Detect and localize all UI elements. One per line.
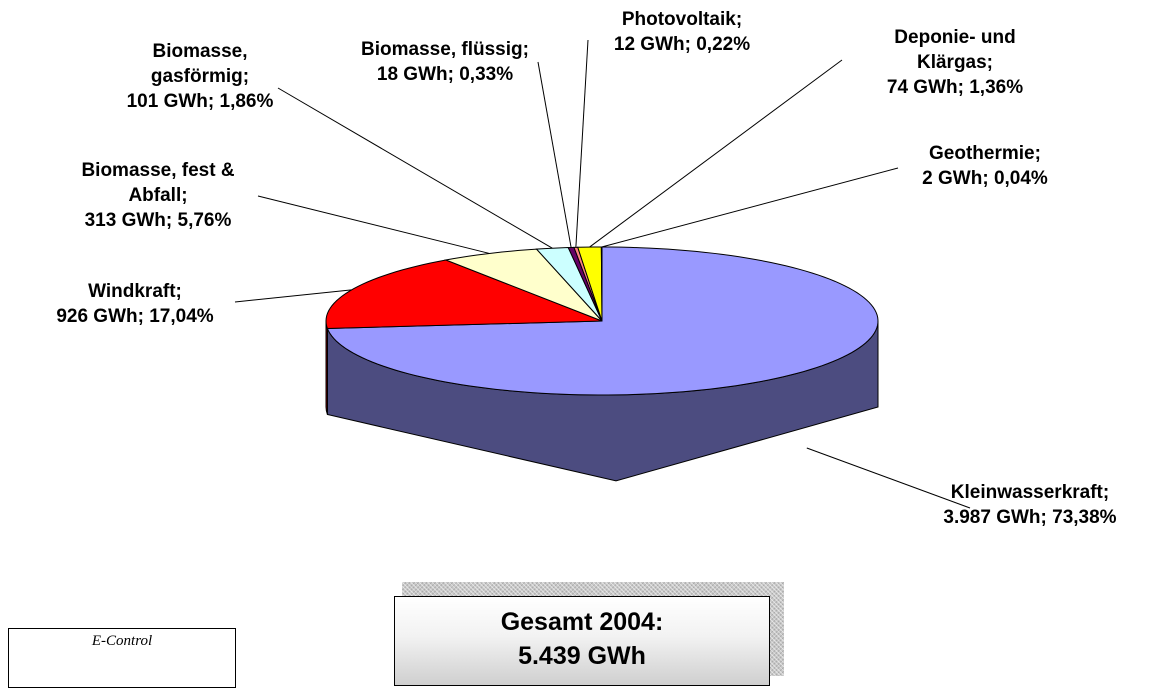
leader-lines [234, 39, 971, 509]
slice-label-1: Windkraft; 926 GWh; 17,04% [56, 281, 213, 327]
slice-label-line: 313 GWh; 5,76% [85, 210, 232, 231]
total-value: 5.439 GWh [518, 642, 646, 670]
pie-slice-0 [326, 246, 879, 396]
slice-label-7: Geothermie; 2 GWh; 0,04% [922, 143, 1048, 189]
total-box: Gesamt 2004: 5.439 GWh [394, 596, 770, 686]
slice-label-3: Biomasse, gasförmig; 101 GWh; 1,86% [127, 41, 274, 112]
source-box: E-Control [8, 628, 236, 688]
slice-label-line: Kleinwasserkraft; [951, 482, 1109, 503]
slice-label-line: gasförmig; [151, 66, 249, 87]
slice-label-line: 101 GWh; 1,86% [127, 91, 274, 112]
slice-label-line: Geothermie; [929, 143, 1041, 164]
slice-label-line: Abfall; [128, 185, 187, 206]
leader-line-0 [806, 447, 971, 509]
slice-label-line: 74 GWh; 1,36% [887, 77, 1023, 98]
leader-line-6 [589, 59, 843, 248]
slice-label-line: Photovoltaik; [622, 9, 742, 30]
slice-label-line: Biomasse, [152, 41, 247, 62]
slice-label-5: Photovoltaik; 12 GWh; 0,22% [614, 9, 750, 55]
leader-line-2 [257, 195, 490, 254]
slice-label-line: Biomasse, fest & [81, 160, 234, 181]
pie-slice-7 [600, 246, 603, 322]
pie-slices [325, 246, 879, 396]
total-title: Gesamt 2004: [500, 608, 664, 636]
leader-line-7 [601, 167, 899, 248]
slice-label-0: Kleinwasserkraft; 3.987 GWh; 73,38% [943, 482, 1116, 528]
slice-label-4: Biomasse, flüssig; 18 GWh; 0,33% [361, 39, 529, 85]
slice-label-line: 3.987 GWh; 73,38% [943, 507, 1116, 528]
leader-line-5 [575, 39, 589, 248]
slice-label-line: 926 GWh; 17,04% [56, 306, 213, 327]
slice-label-line: 2 GWh; 0,04% [922, 168, 1048, 189]
leader-line-1 [234, 289, 352, 303]
slice-label-line: Windkraft; [88, 281, 182, 302]
leader-line-4 [537, 61, 572, 248]
slice-label-line: Klärgas; [917, 52, 993, 73]
slice-label-2: Biomasse, fest & Abfall; 313 GWh; 5,76% [81, 160, 234, 231]
slice-label-6: Deponie- und Klärgas; 74 GWh; 1,36% [887, 27, 1023, 98]
source-text: E-Control [91, 633, 153, 649]
slice-label-line: Deponie- und [894, 27, 1015, 48]
pie-slice-1 [325, 259, 603, 330]
slice-labels: Kleinwasserkraft; 3.987 GWh; 73,38% Windkr… [56, 9, 1116, 528]
slice-label-line: 12 GWh; 0,22% [614, 34, 750, 55]
slice-label-line: Biomasse, flüssig; [361, 39, 529, 60]
pie-slice-2 [444, 248, 603, 322]
leader-line-3 [277, 87, 553, 249]
pie-side-1 [325, 320, 328, 415]
slice-label-line: 18 GWh; 0,33% [377, 64, 513, 85]
